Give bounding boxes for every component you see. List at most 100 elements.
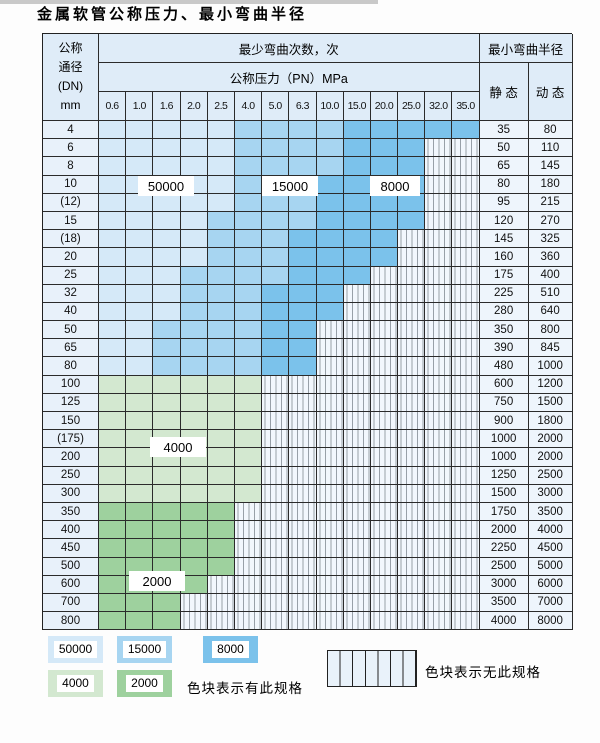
no-spec-cell — [343, 466, 371, 485]
spec-zone-cell — [99, 321, 127, 340]
spec-zone-cell — [207, 502, 235, 522]
spec-zone-cell — [207, 393, 235, 412]
no-spec-cell — [343, 393, 371, 412]
no-spec-cell — [343, 484, 371, 503]
zone-label-8000: 8000 — [370, 176, 420, 196]
legend-swatch-50000: 50000 — [48, 636, 103, 663]
spec-zone-cell — [398, 211, 426, 231]
spec-zone-cell — [207, 484, 235, 503]
spec-zone-cell — [153, 157, 181, 176]
spec-zone-cell — [180, 211, 208, 231]
spec-zone-cell — [153, 612, 181, 631]
dn-cell: 125 — [43, 393, 99, 412]
spec-zone-cell — [234, 139, 263, 158]
pressure-header-cell: 10.0 — [316, 92, 344, 121]
no-spec-cell — [262, 412, 290, 431]
no-spec-cell — [289, 412, 317, 431]
spec-zone-cell — [207, 248, 235, 267]
spec-zone-cell — [180, 284, 208, 303]
no-spec-cell — [452, 521, 480, 540]
spec-zone-cell — [262, 321, 290, 340]
spec-zone-cell — [370, 157, 399, 176]
spec-zone-cell — [343, 211, 371, 231]
spec-zone-cell — [99, 121, 127, 140]
static-header: 静 态 — [479, 63, 529, 121]
no-spec-cell — [370, 484, 399, 503]
spec-zone-cell — [207, 175, 235, 194]
spec-zone-cell — [234, 230, 263, 249]
spec-zone-cell — [180, 557, 208, 576]
spec-zone-cell — [262, 357, 290, 376]
spec-zone-cell — [343, 157, 371, 176]
spec-zone-cell — [126, 321, 154, 340]
spec-zone-cell — [425, 121, 453, 140]
no-spec-cell — [316, 593, 344, 613]
no-spec-cell — [370, 575, 399, 594]
no-spec-cell — [370, 430, 399, 449]
spec-zone-cell — [126, 193, 154, 212]
no-spec-cell — [452, 557, 480, 576]
no-spec-cell — [425, 211, 453, 231]
spec-zone-cell — [343, 193, 371, 212]
spec-zone-cell — [234, 211, 263, 231]
spec-zone-cell — [370, 139, 399, 158]
dynamic-radius-cell: 640 — [528, 302, 573, 322]
spec-zone-cell — [207, 211, 235, 231]
spec-zone-cell — [126, 593, 154, 613]
spec-zone-cell — [207, 139, 235, 158]
no-spec-cell — [398, 302, 426, 322]
dn-cell: 8 — [43, 157, 99, 176]
no-spec-cell — [289, 575, 317, 594]
spec-zone-cell — [126, 448, 154, 467]
no-spec-cell — [207, 575, 235, 594]
no-spec-cell — [289, 612, 317, 631]
no-spec-cell — [425, 557, 453, 576]
spec-zone-cell — [370, 121, 399, 140]
legend-swatch-50000-label: 50000 — [53, 641, 98, 658]
no-spec-cell — [425, 266, 453, 285]
no-spec-cell — [316, 339, 344, 358]
no-spec-cell — [452, 211, 480, 231]
dn-cell: 6 — [43, 139, 99, 158]
dn-cell: (175) — [43, 430, 99, 449]
spec-zone-cell — [289, 284, 317, 303]
spec-zone-cell — [153, 266, 181, 285]
no-spec-cell — [398, 230, 426, 249]
no-spec-cell — [425, 284, 453, 303]
spec-zone-cell — [153, 357, 181, 376]
no-spec-cell — [452, 430, 480, 449]
dn-header-line2: 通径 — [58, 60, 83, 74]
pressure-header-cell: 1.0 — [126, 92, 154, 121]
spec-zone-cell — [180, 539, 208, 558]
static-radius-cell: 120 — [479, 211, 529, 231]
spec-zone-cell — [99, 339, 127, 358]
no-spec-cell — [398, 521, 426, 540]
no-spec-cell — [316, 412, 344, 431]
no-spec-cell — [398, 448, 426, 467]
no-spec-cell — [262, 430, 290, 449]
no-spec-cell — [425, 375, 453, 394]
spec-zone-cell — [370, 211, 399, 231]
spec-zone-cell — [262, 302, 290, 322]
spec-zone-cell — [99, 230, 127, 249]
spec-zone-cell — [207, 266, 235, 285]
static-radius-cell: 350 — [479, 321, 529, 340]
no-spec-cell — [180, 593, 208, 613]
legend-swatch-4000-label: 4000 — [57, 675, 94, 692]
spec-zone-cell — [99, 502, 127, 522]
spec-zone-cell — [207, 321, 235, 340]
no-spec-cell — [262, 612, 290, 631]
no-spec-cell — [343, 557, 371, 576]
no-spec-cell — [343, 539, 371, 558]
no-spec-cell — [425, 575, 453, 594]
no-spec-cell — [398, 321, 426, 340]
spec-zone-cell — [234, 266, 263, 285]
spec-zone-cell — [180, 357, 208, 376]
no-spec-cell — [425, 193, 453, 212]
no-spec-cell — [370, 339, 399, 358]
static-radius-cell: 1000 — [479, 448, 529, 467]
no-spec-cell — [289, 466, 317, 485]
spec-zone-cell — [398, 121, 426, 140]
dynamic-radius-cell: 510 — [528, 284, 573, 303]
